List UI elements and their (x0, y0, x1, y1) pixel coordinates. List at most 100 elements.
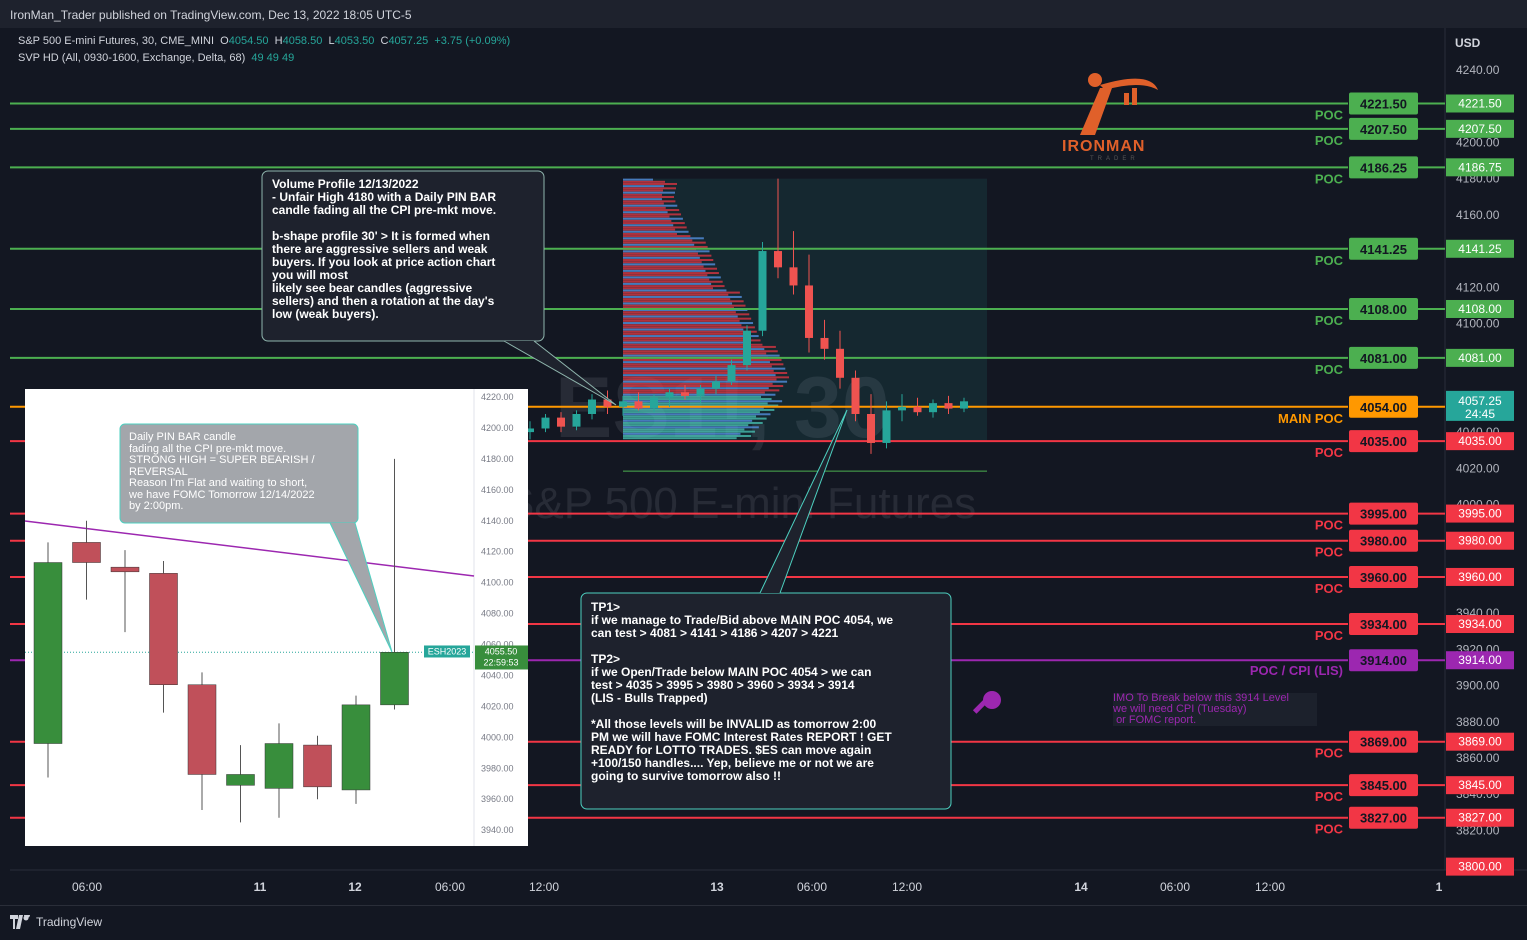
candle-body (712, 381, 720, 389)
indicator-legend: SVP HD (All, 0930-1600, Exchange, Delta,… (18, 52, 294, 64)
watermark-name: S&P 500 E-mini Futures (505, 479, 976, 528)
imo-note[interactable]: IMO To Break below this 3914 Level we wi… (1113, 693, 1317, 726)
volume-profile-bar (623, 280, 723, 283)
axis-level-label: 4108.00 (1458, 302, 1502, 316)
level-label: 4035.00 (1360, 434, 1407, 449)
axis-level-label: 3914.00 (1458, 653, 1502, 667)
volume-profile-bar (623, 224, 674, 227)
candle-body (805, 285, 813, 338)
inset-tick-label: 4120.00 (481, 547, 514, 557)
volume-profile-callout-pointer (503, 340, 617, 406)
volume-profile-bar (623, 365, 772, 368)
inset-candle-body (264, 743, 294, 789)
level-label-box (1349, 529, 1418, 552)
volume-profile-bar (623, 374, 776, 377)
volume-profile-note[interactable]: Volume Profile 12/13/2022 - Unfair High … (272, 177, 497, 321)
axis-level-badge (1446, 732, 1514, 751)
level-label: 4207.50 (1360, 122, 1407, 137)
axis-level-badge (1446, 651, 1514, 670)
candle-body (882, 410, 891, 443)
volume-profile-bar (623, 354, 780, 357)
ironman-logo-sub: TRADER (1090, 156, 1139, 162)
volume-profile-bar (623, 189, 663, 192)
volume-profile-bar (623, 235, 691, 238)
tradingview-icon (10, 915, 30, 929)
volume-profile-bar (623, 371, 788, 374)
volume-profile-bar (623, 241, 706, 244)
level-label-box (1349, 117, 1418, 140)
level-tag: POC (1315, 253, 1344, 268)
axis-level-badge (1446, 348, 1514, 367)
volume-profile-bar (623, 361, 770, 364)
indicator-name[interactable]: SVP HD (All, 0930-1600, Exchange, Delta,… (18, 52, 246, 64)
level-label: 4054.00 (1360, 400, 1407, 415)
currency-label[interactable]: USD (1455, 36, 1481, 50)
level-label: 4081.00 (1360, 351, 1407, 366)
level-label-box (1349, 502, 1418, 525)
volume-profile-bar (623, 293, 729, 296)
candle-body (867, 413, 875, 443)
volume-profile-bar (623, 313, 750, 316)
volume-profile-bar (623, 337, 748, 340)
axis-level-badge (1446, 504, 1514, 523)
volume-profile-bar (623, 369, 774, 372)
low-label: L (328, 35, 335, 47)
volume-profile-bar (623, 382, 773, 385)
tp-note[interactable]: TP1> if we manage to Trade/Bid above MAI… (591, 600, 894, 783)
candle-body (572, 413, 581, 427)
level-tag: POC (1315, 581, 1344, 596)
candle-body (789, 267, 798, 286)
volume-profile-bar (623, 202, 664, 205)
volume-profile-bar (623, 408, 775, 411)
volume-profile-bar (623, 341, 749, 344)
volume-profile-bar (623, 404, 779, 407)
volume-profile-bar (623, 339, 761, 342)
volume-profile-bar (623, 209, 680, 212)
level-label-box (1349, 92, 1418, 115)
level-tag: POC (1315, 362, 1344, 377)
footer-brand[interactable]: TradingView (36, 915, 103, 929)
volume-profile-bar (623, 387, 769, 390)
volume-profile-bar (623, 200, 676, 203)
change-value: +3.75 (+0.09%) (434, 35, 511, 47)
key-head (983, 691, 1001, 709)
inset-tick-label: 3980.00 (481, 763, 514, 773)
candle-body (836, 348, 844, 378)
level-tag: POC (1315, 445, 1344, 460)
level-tag: POC (1315, 822, 1344, 837)
price-tick-label: 4120.00 (1456, 280, 1500, 294)
candle-body (758, 251, 767, 331)
volume-profile-bar (623, 272, 719, 275)
axis-extra-label: 3800.00 (1458, 860, 1502, 874)
level-label-box (1349, 297, 1418, 320)
axis-level-label: 4221.50 (1458, 96, 1502, 110)
volume-profile-bar (623, 278, 710, 281)
axis-level-badge (1446, 119, 1514, 138)
level-label-box (1349, 565, 1418, 588)
axis-level-label: 3845.00 (1458, 778, 1502, 792)
level-tag: POC (1315, 518, 1344, 533)
price-tick-label: 4160.00 (1456, 208, 1500, 222)
candle-body (743, 330, 751, 366)
volume-profile-bar (623, 426, 759, 429)
inset-price-tag (475, 645, 528, 670)
inset-tick-label: 4200.00 (481, 423, 514, 433)
pin-bar-note[interactable]: Daily PIN BAR candle fading all the CPI … (129, 431, 315, 512)
level-label-box (1349, 806, 1418, 829)
symbol-name[interactable]: S&P 500 E-mini Futures, 30, CME_MINI (18, 35, 215, 47)
price-tick-label: 4200.00 (1456, 135, 1500, 149)
level-label-box (1349, 730, 1418, 753)
volume-profile-bar (623, 228, 676, 231)
tp-callout (580, 409, 952, 810)
inset-tick-label: 4100.00 (481, 578, 514, 588)
volume-profile-bar (623, 328, 744, 331)
volume-profile-bar (623, 332, 746, 335)
volume-profile-bar (623, 226, 687, 229)
volume-profile-bar (623, 363, 784, 366)
volume-profile-bar (623, 232, 677, 235)
inset-candle-body (187, 684, 217, 775)
inset-tick-label: 4080.00 (481, 609, 514, 619)
time-tick-label: 06:00 (797, 880, 827, 894)
